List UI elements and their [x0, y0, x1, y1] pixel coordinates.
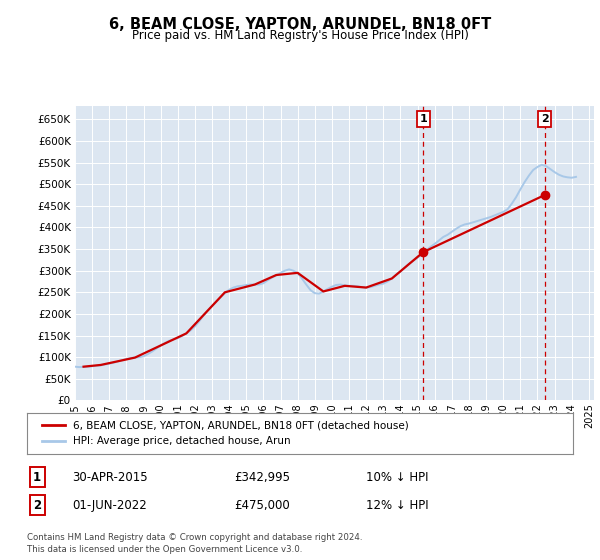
- Text: 1: 1: [33, 470, 41, 484]
- Text: 2: 2: [33, 498, 41, 512]
- Text: 10% ↓ HPI: 10% ↓ HPI: [366, 470, 428, 484]
- Text: 2: 2: [541, 114, 548, 124]
- Text: £342,995: £342,995: [234, 470, 290, 484]
- Text: 12% ↓ HPI: 12% ↓ HPI: [366, 498, 428, 512]
- Text: 1: 1: [419, 114, 427, 124]
- Text: 30-APR-2015: 30-APR-2015: [72, 470, 148, 484]
- Text: 6, BEAM CLOSE, YAPTON, ARUNDEL, BN18 0FT: 6, BEAM CLOSE, YAPTON, ARUNDEL, BN18 0FT: [109, 17, 491, 32]
- Text: 01-JUN-2022: 01-JUN-2022: [72, 498, 147, 512]
- Text: £475,000: £475,000: [234, 498, 290, 512]
- Legend: 6, BEAM CLOSE, YAPTON, ARUNDEL, BN18 0FT (detached house), HPI: Average price, d: 6, BEAM CLOSE, YAPTON, ARUNDEL, BN18 0FT…: [38, 417, 413, 450]
- Text: Contains HM Land Registry data © Crown copyright and database right 2024.
This d: Contains HM Land Registry data © Crown c…: [27, 533, 362, 554]
- Text: Price paid vs. HM Land Registry's House Price Index (HPI): Price paid vs. HM Land Registry's House …: [131, 29, 469, 42]
